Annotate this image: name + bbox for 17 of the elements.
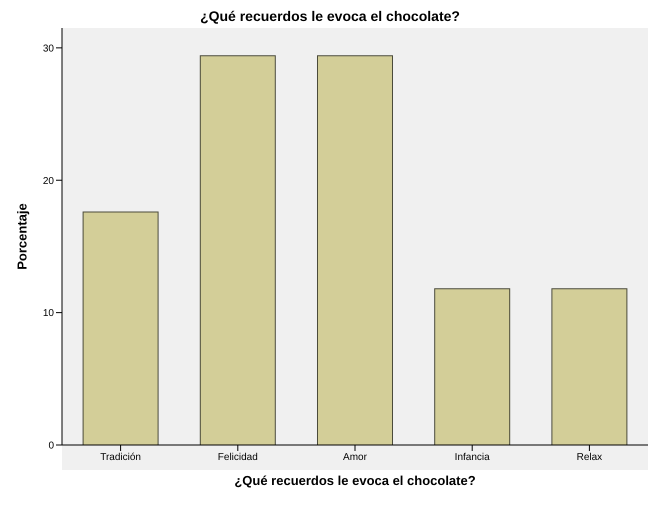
x-tick-label: Felicidad	[218, 452, 258, 464]
chart-title: ¿Qué recuerdos le evoca el chocolate?	[199, 8, 461, 24]
y-tick-label: 20	[42, 176, 54, 187]
x-tick-label: Relax	[576, 452, 602, 464]
y-tick-label: 10	[42, 308, 54, 320]
x-axis-title: ¿Qué recuerdos le evoca el chocolate?	[234, 473, 476, 488]
y-tick-label: 0	[48, 440, 54, 452]
bar	[316, 55, 393, 445]
bar	[200, 55, 276, 445]
bar	[82, 212, 159, 445]
x-tick-label: Tradición	[100, 452, 141, 464]
y-axis-title: Porcentaje	[14, 203, 30, 270]
x-tick-label: Infancia	[454, 452, 490, 464]
x-tick-label: Amor	[343, 452, 368, 464]
y-tick-label: 30	[42, 43, 54, 54]
bar	[434, 288, 510, 445]
bar	[551, 288, 628, 445]
